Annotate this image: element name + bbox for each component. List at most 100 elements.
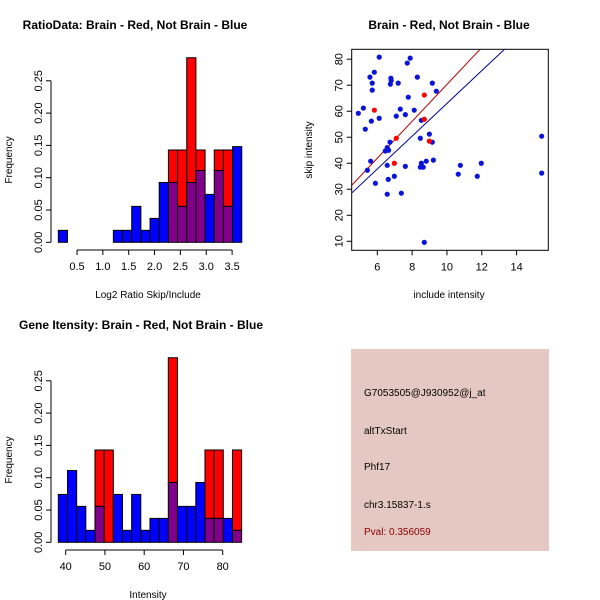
brain-bar bbox=[167, 357, 178, 483]
not-brain-point bbox=[414, 74, 420, 80]
overlap-bar bbox=[94, 505, 105, 543]
not-brain-bar bbox=[204, 193, 215, 243]
x-tick-label: 2.0 bbox=[147, 261, 162, 273]
x-tick-label: 6 bbox=[374, 261, 380, 273]
not-brain-point bbox=[360, 105, 366, 111]
not-brain-point bbox=[384, 162, 390, 168]
brain-bar bbox=[186, 57, 197, 183]
probe-id: G7053505@J930952@j_at bbox=[364, 388, 486, 399]
y-tick-label: 0.20 bbox=[33, 402, 45, 423]
ratio-title: RatioData: Brain - Red, Not Brain - Blue bbox=[23, 18, 248, 32]
brain-bar bbox=[213, 449, 224, 519]
not-brain-bar bbox=[186, 505, 197, 543]
brain-point bbox=[426, 138, 432, 144]
not-brain-point bbox=[369, 87, 375, 93]
overlap-bar bbox=[204, 517, 215, 543]
brain-bar bbox=[94, 449, 105, 507]
not-brain-point bbox=[433, 88, 439, 94]
plot-frame bbox=[351, 48, 549, 251]
not-brain-bar bbox=[195, 481, 206, 543]
not-brain-bar bbox=[232, 146, 243, 243]
brain-bar bbox=[103, 449, 114, 543]
not-brain-point bbox=[430, 157, 436, 163]
intensity-ylabel: Frequency bbox=[4, 436, 15, 483]
y-tick-label: 0.00 bbox=[33, 232, 45, 253]
overlap-bar bbox=[167, 181, 179, 243]
brain-bar bbox=[204, 449, 215, 519]
not-brain-point bbox=[386, 147, 392, 153]
brain-point bbox=[371, 107, 377, 113]
not-brain-point bbox=[478, 160, 484, 166]
not-brain-bar bbox=[158, 181, 169, 243]
intensity-scatter: 6 8 10 12 14 10 20 30 40 50 60 70 80 bbox=[334, 48, 549, 273]
not-brain-point bbox=[369, 80, 375, 86]
not-brain-point bbox=[402, 163, 408, 169]
not-brain-point bbox=[474, 173, 480, 179]
intensity-xlabel: Intensity bbox=[129, 590, 166, 600]
not-brain-bar bbox=[140, 229, 151, 243]
info-background bbox=[351, 349, 549, 551]
x-tick-label: 1.5 bbox=[121, 261, 136, 273]
scatter-title: Brain - Red, Not Brain - Blue bbox=[368, 18, 530, 32]
not-brain-point bbox=[539, 133, 545, 139]
y-tick-label: 80 bbox=[334, 53, 346, 65]
not-brain-point bbox=[457, 162, 463, 168]
not-brain-point bbox=[368, 158, 374, 164]
not-brain-point bbox=[411, 107, 417, 113]
y-tick-label: 0.20 bbox=[33, 102, 45, 123]
location: chr3.15837-1.s bbox=[364, 500, 431, 511]
not-brain-bar bbox=[158, 517, 169, 543]
not-brain-point bbox=[429, 80, 435, 86]
not-brain-point bbox=[371, 69, 377, 75]
ratio-ylabel: Frequency bbox=[4, 136, 15, 183]
x-tick-label: 1.0 bbox=[95, 261, 110, 273]
y-tick-label: 10 bbox=[334, 235, 346, 247]
not-brain-point bbox=[407, 55, 413, 61]
y-tick-label: 60 bbox=[334, 105, 346, 117]
not-brain-point bbox=[355, 110, 361, 116]
not-brain-point bbox=[362, 126, 368, 132]
not-brain-point bbox=[402, 112, 408, 118]
x-tick-label: 14 bbox=[510, 261, 522, 273]
brain-point bbox=[393, 135, 399, 141]
not-brain-point bbox=[455, 171, 461, 177]
y-tick-label: 30 bbox=[334, 183, 346, 195]
y-tick-label: 0.25 bbox=[33, 70, 45, 91]
not-brain-point bbox=[423, 158, 429, 164]
x-tick-label: 60 bbox=[138, 561, 150, 573]
not-brain-bar bbox=[131, 493, 142, 543]
not-brain-point bbox=[395, 80, 401, 86]
x-tick-label: 50 bbox=[99, 561, 111, 573]
not-brain-point bbox=[405, 94, 411, 100]
pval: Pval: 0.356059 bbox=[364, 527, 431, 538]
brain-bar bbox=[167, 149, 179, 183]
not-brain-bar bbox=[140, 529, 151, 543]
not-brain-point bbox=[376, 115, 382, 121]
y-tick-label: 0.05 bbox=[33, 499, 45, 520]
not-brain-point bbox=[376, 54, 382, 60]
not-brain-point bbox=[364, 167, 370, 173]
not-brain-point bbox=[420, 164, 426, 170]
not-brain-bar bbox=[176, 505, 188, 543]
not-brain-point bbox=[404, 60, 410, 66]
brain-bar bbox=[231, 449, 243, 531]
not-brain-bar bbox=[66, 470, 78, 543]
not-brain-point bbox=[387, 139, 393, 145]
brain-point bbox=[391, 160, 397, 166]
y-tick-label: 0.15 bbox=[33, 435, 45, 456]
y-tick-label: 40 bbox=[334, 157, 346, 169]
y-tick-label: 0.05 bbox=[33, 199, 45, 220]
overlap-bar bbox=[213, 517, 224, 543]
x-tick-label: 0.5 bbox=[69, 261, 84, 273]
not-brain-point bbox=[398, 190, 404, 196]
not-brain-bar bbox=[85, 529, 96, 543]
not-brain-point bbox=[391, 173, 397, 179]
y-tick-label: 0.10 bbox=[33, 167, 45, 188]
brain-bar bbox=[195, 149, 206, 172]
x-tick-label: 40 bbox=[60, 561, 72, 573]
info-panel: G7053505@J930952@j_at altTxStart Phf17 c… bbox=[351, 349, 549, 551]
x-tick-label: 10 bbox=[441, 261, 453, 273]
not-brain-bar bbox=[149, 217, 160, 243]
brain-point bbox=[421, 92, 427, 98]
